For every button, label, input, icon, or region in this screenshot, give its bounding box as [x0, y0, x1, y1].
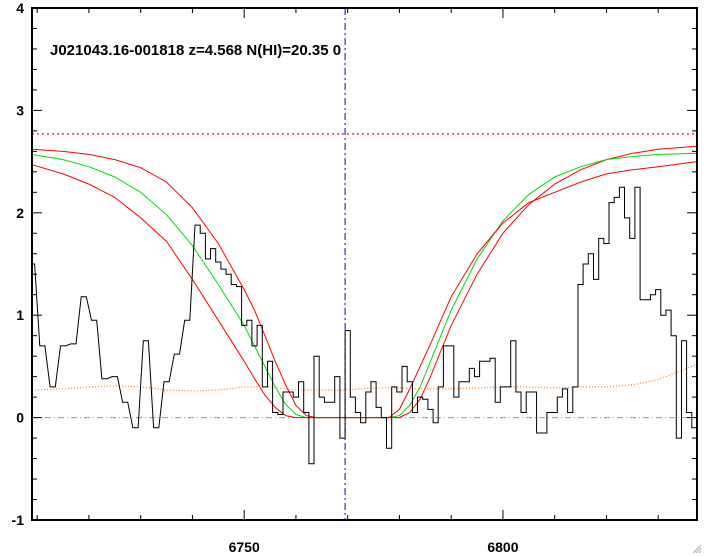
model-curve-2 — [31, 161, 698, 419]
resize-grip-icon[interactable] — [690, 542, 702, 554]
y-tick-label: -1 — [12, 512, 25, 528]
y-tick-label: 2 — [16, 205, 24, 221]
spectrum-step-line — [32, 186, 697, 465]
chart-title: J021043.16-001818 z=4.568 N(HI)=20.35 0 — [50, 42, 341, 59]
model-curve-3 — [31, 363, 698, 392]
annotation-lines — [32, 8, 697, 520]
x-tick-label: 6800 — [487, 539, 518, 555]
y-tick-label: 1 — [16, 307, 24, 323]
model-curves — [31, 145, 698, 419]
x-tick-label: 6750 — [229, 539, 260, 555]
model-curve-1 — [31, 152, 698, 419]
y-tick-label: 3 — [16, 102, 24, 118]
flux-spectrum — [32, 186, 697, 465]
y-tick-label: 4 — [16, 0, 24, 16]
plot-frame — [31, 7, 698, 521]
tick-labels: -1 0 1 2 3 4 6750 6800 — [12, 0, 519, 555]
y-tick-label: 0 — [16, 410, 24, 426]
axis-ticks — [32, 7, 697, 521]
